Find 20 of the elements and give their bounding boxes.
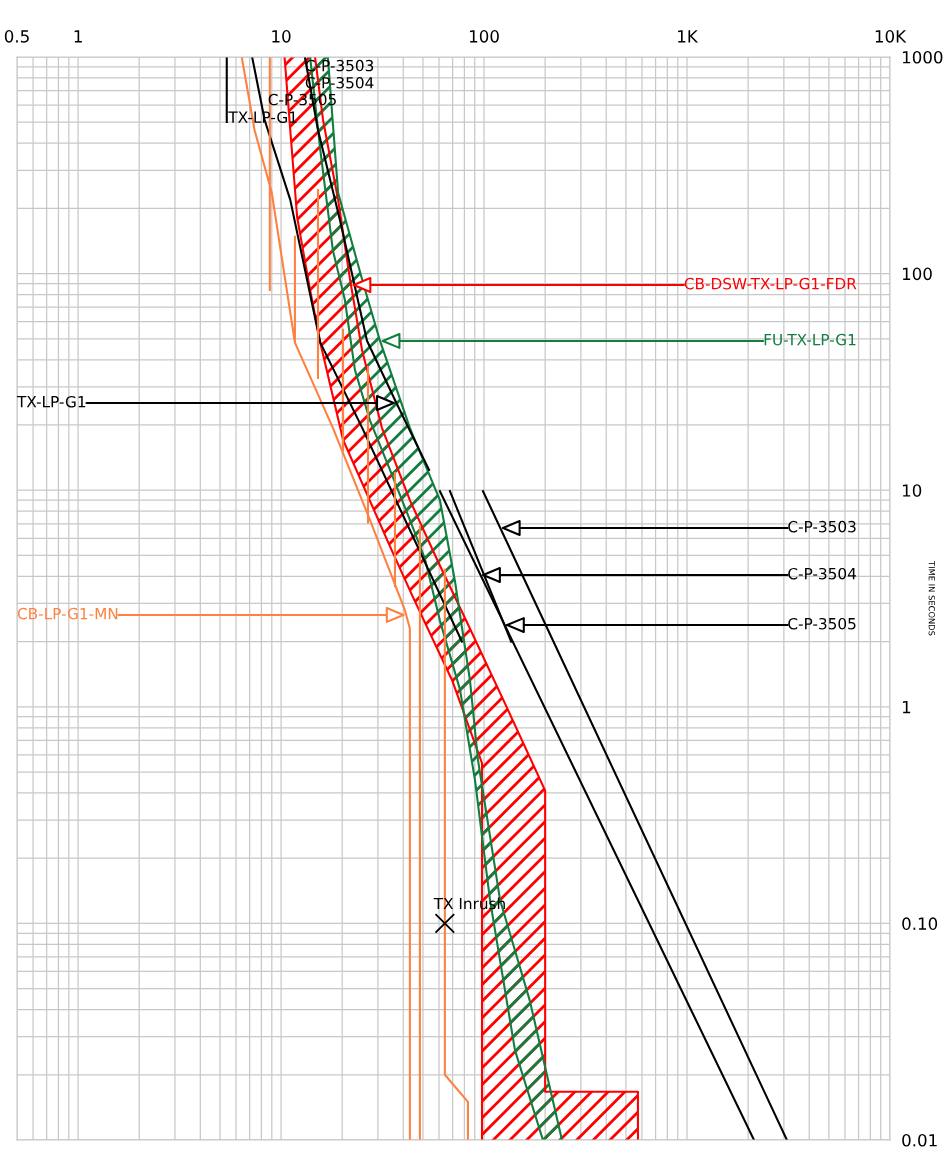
x-tick-label: 10: [272, 30, 291, 43]
text: CB-LP-G1-MN: [17, 607, 118, 620]
text: C-P-3505: [788, 617, 856, 630]
x-tick-label: 1K: [678, 30, 699, 43]
y-axis-title: TIME IN SECONDS: [928, 561, 935, 636]
text: FU-TX-LP-G1: [764, 333, 856, 346]
x-tick-label: 10K: [875, 30, 907, 43]
y-tick-label: 1000: [902, 50, 943, 64]
text: C-P-3504: [788, 567, 856, 580]
text: CB-DSW-TX-LP-G1-FDR: [684, 277, 857, 290]
text: TX-LP-G1: [16, 395, 86, 408]
y-tick-label: 100: [902, 267, 932, 281]
text: C-P-3503: [788, 520, 856, 533]
x-tick-label: 100: [469, 30, 499, 43]
y-tick-label: 10: [902, 484, 922, 497]
x-tick-label: 1: [74, 30, 82, 43]
y-tick-label: 0.01: [902, 1133, 937, 1147]
y-tick-label: 0.10: [902, 917, 938, 930]
x-tick-label: 0.5: [4, 30, 29, 43]
y-tick-label: 1: [902, 700, 911, 714]
